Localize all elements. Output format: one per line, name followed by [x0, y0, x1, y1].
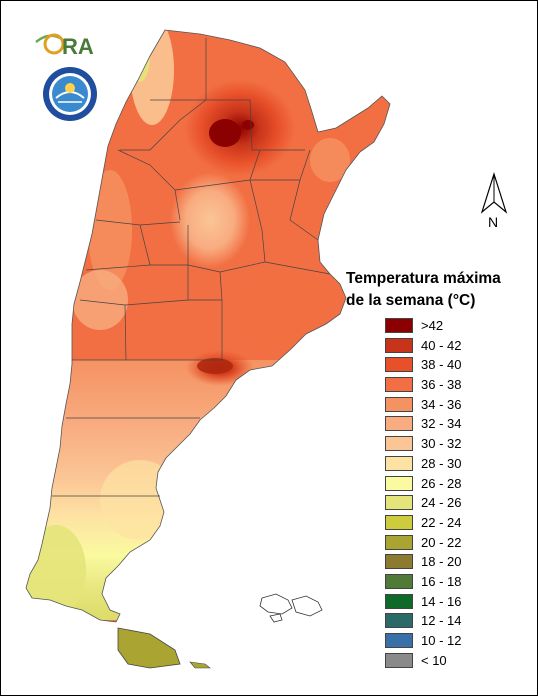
ora-logo: RA [35, 33, 94, 59]
legend-label: 28 - 30 [421, 455, 462, 471]
legend-label: 18 - 20 [421, 554, 462, 570]
legend-label: >42 [421, 318, 444, 333]
legend-label: 12 - 14 [421, 613, 462, 629]
legend-swatch [385, 436, 413, 452]
legend-swatch [385, 633, 413, 648]
smn-seal [43, 67, 97, 121]
legend-title-line1: Temperatura máxima [346, 270, 501, 287]
legend-label: 34 - 36 [421, 396, 462, 412]
legend-swatch [385, 613, 413, 629]
legend-swatch [385, 318, 413, 333]
legend-label: 20 - 22 [421, 534, 462, 550]
province-boundaries [52, 38, 331, 497]
legend-label: 38 - 40 [421, 357, 462, 373]
legend-swatch [385, 554, 413, 570]
legend-label: 24 - 26 [421, 495, 462, 511]
legend-swatch [385, 495, 413, 511]
legend-swatch [385, 357, 413, 373]
legend-swatch [385, 475, 413, 491]
legend-label: 40 - 42 [421, 337, 462, 353]
legend-label: 16 - 18 [421, 573, 462, 589]
legend-title-line2: de la semana (°C) [346, 292, 476, 309]
legend-swatch [385, 396, 413, 412]
north-label: N [488, 214, 499, 230]
legend-label: 22 - 24 [421, 514, 462, 530]
legend-label: 14 - 16 [421, 593, 462, 609]
legend-label: 30 - 32 [421, 436, 462, 452]
tierra-del-fuego [117, 627, 211, 669]
legend-label: < 10 [421, 652, 447, 668]
malvinas-islands [259, 593, 323, 623]
legend-label: 36 - 38 [421, 377, 462, 393]
legend-swatch [385, 514, 413, 530]
legend-label: 26 - 28 [421, 475, 462, 491]
legend-swatch [385, 573, 413, 589]
svg-text:RA: RA [62, 34, 94, 59]
legend-label: 32 - 34 [421, 416, 462, 432]
legend-swatch [385, 534, 413, 550]
country-outline [25, 29, 391, 623]
legend-swatch [385, 337, 413, 353]
legend-swatch [385, 652, 413, 668]
legend-swatch [385, 377, 413, 393]
legend-swatch [385, 455, 413, 471]
north-arrow-icon [480, 172, 508, 214]
legend-swatch [385, 416, 413, 432]
legend-swatch [385, 593, 413, 609]
legend-title: Temperatura máxima de la semana (°C) [346, 268, 536, 312]
legend-label: 10 - 12 [421, 633, 462, 648]
